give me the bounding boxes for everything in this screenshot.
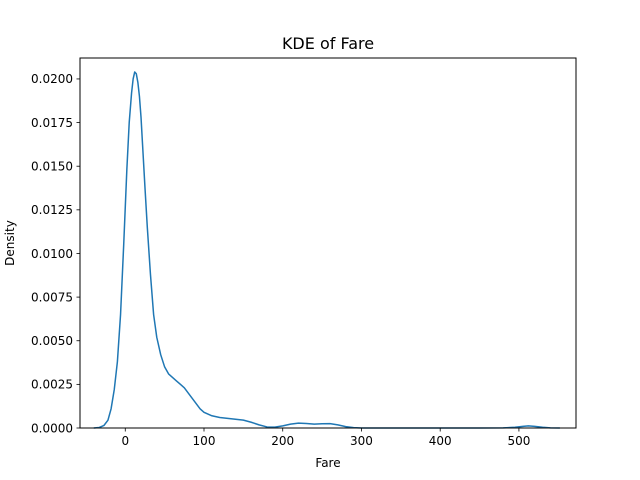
y-tick-label: 0.0125 <box>31 203 73 217</box>
kde-line <box>93 71 560 429</box>
y-tick-label: 0.0200 <box>31 72 73 86</box>
y-tick-label: 0.0150 <box>31 160 73 174</box>
x-tick-label: 200 <box>271 434 294 448</box>
x-tick-label: 0 <box>121 434 129 448</box>
x-tick-label: 400 <box>429 434 452 448</box>
y-axis: 0.0000 0.0025 0.0050 0.0075 0.0100 0.0125 0.01… <box>31 72 80 435</box>
plot-frame <box>79 57 577 429</box>
y-tick-label: 0.0175 <box>31 116 73 130</box>
x-tick-label: 500 <box>507 434 530 448</box>
y-tick-label: 0.0100 <box>31 247 73 261</box>
x-tick-label: 100 <box>193 434 216 448</box>
x-axis: 0 100 200 300 400 500 <box>121 428 530 448</box>
plot-area <box>93 71 560 429</box>
y-tick-label: 0.0050 <box>31 334 73 348</box>
x-axis-label: Fare <box>315 456 340 470</box>
x-tick-label: 300 <box>350 434 373 448</box>
y-tick-label: 0.0000 <box>31 421 73 435</box>
y-tick-label: 0.0075 <box>31 290 73 304</box>
y-axis-label: Density <box>3 220 17 266</box>
y-tick-label: 0.0025 <box>31 378 73 392</box>
chart-title: KDE of Fare <box>282 34 374 53</box>
